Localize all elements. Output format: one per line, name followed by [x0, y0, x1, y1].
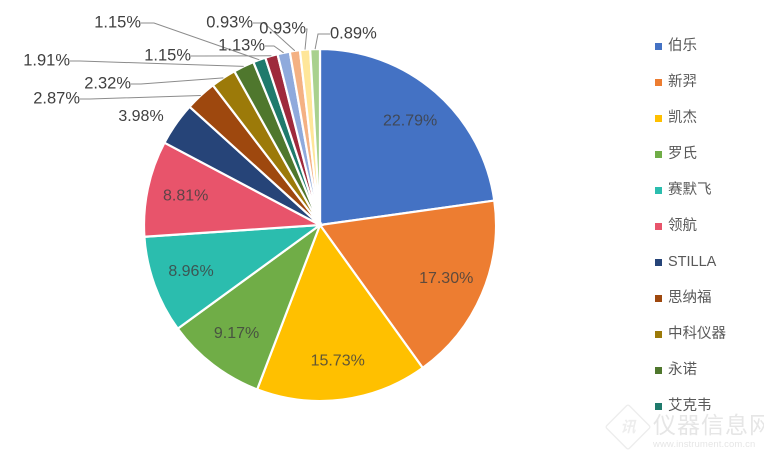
svg-text:0.93%: 0.93% [206, 13, 253, 31]
svg-text:讯: 讯 [620, 419, 636, 436]
svg-text:1.13%: 1.13% [218, 36, 265, 54]
svg-text:1.15%: 1.15% [144, 46, 191, 64]
svg-text:8.96%: 8.96% [168, 263, 213, 280]
svg-text:2.87%: 2.87% [33, 89, 80, 107]
svg-text:1.91%: 1.91% [23, 51, 70, 69]
svg-text:仪器信息网: 仪器信息网 [653, 412, 764, 438]
svg-text:0.93%: 0.93% [259, 19, 306, 37]
svg-text:www.instrument.com.cn: www.instrument.com.cn [652, 439, 755, 450]
svg-text:17.30%: 17.30% [419, 270, 473, 287]
svg-text:1.15%: 1.15% [94, 13, 141, 31]
svg-text:0.89%: 0.89% [330, 24, 377, 42]
svg-text:9.17%: 9.17% [214, 325, 259, 342]
svg-text:8.81%: 8.81% [163, 188, 208, 205]
svg-text:22.79%: 22.79% [383, 113, 437, 130]
svg-text:3.98%: 3.98% [118, 108, 163, 125]
svg-text:2.32%: 2.32% [84, 74, 131, 92]
svg-text:15.73%: 15.73% [311, 352, 365, 369]
